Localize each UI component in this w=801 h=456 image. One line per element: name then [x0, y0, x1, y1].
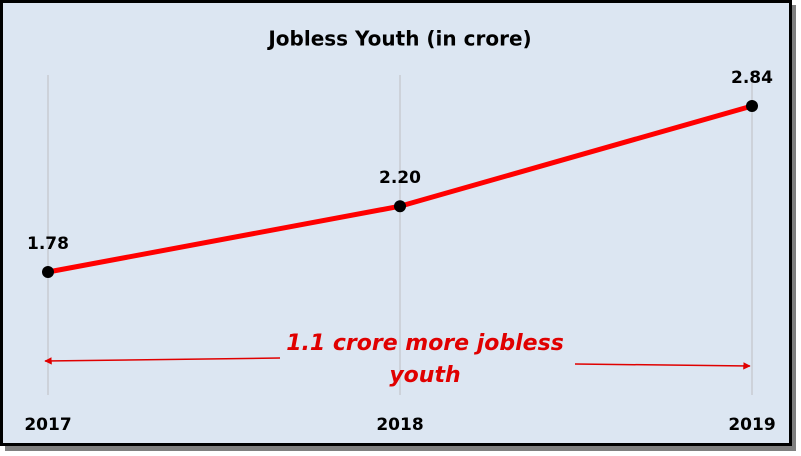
x-tick-label: 2017 — [24, 415, 71, 435]
arrow-right — [574, 362, 751, 370]
marker — [746, 100, 758, 112]
chart-title: Jobless Youth (in crore) — [266, 27, 531, 51]
x-tick-label: 2018 — [376, 415, 423, 435]
arrow-left — [44, 357, 281, 365]
data-label: 1.78 — [27, 234, 69, 254]
grid — [47, 75, 753, 395]
annotation: 1.1 crore more jobless youth — [286, 331, 564, 388]
plot-frame — [0, 0, 792, 446]
data-label: 2.20 — [379, 168, 421, 188]
marker — [42, 266, 54, 278]
x-tick-label: 2019 — [728, 415, 775, 435]
marker — [394, 200, 406, 213]
data-label: 2.84 — [731, 68, 773, 88]
